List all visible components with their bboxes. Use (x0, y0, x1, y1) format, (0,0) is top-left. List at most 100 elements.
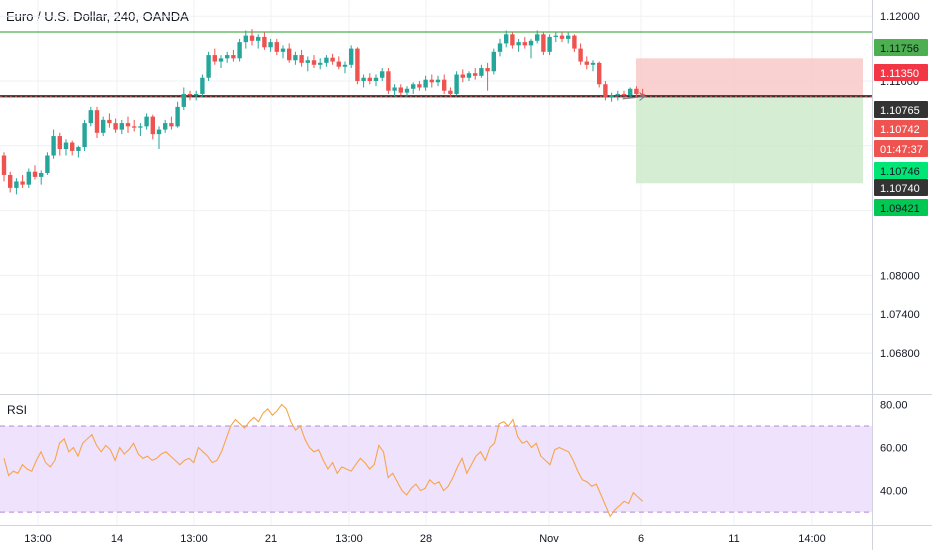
candle-body-16 (101, 119, 106, 133)
price-label-bg-7 (874, 199, 928, 216)
candle-body-89 (553, 35, 558, 37)
price-label-3: 1.10742 (880, 124, 920, 136)
candle-body-35 (218, 58, 224, 62)
candle-body-75 (466, 73, 472, 78)
candle-body-28 (175, 106, 180, 127)
candle-body-1 (8, 174, 13, 188)
candle-body-88 (547, 36, 552, 52)
candle-body-67 (417, 84, 422, 88)
price-label-bg-5 (874, 162, 928, 179)
candle-body-66 (411, 84, 416, 89)
take-profit-zone (636, 96, 863, 184)
candle-body-59 (367, 77, 372, 81)
price-tick-label-5: 1.07400 (880, 309, 920, 321)
candle-body-30 (187, 93, 193, 96)
current-bar-arrow (622, 92, 646, 101)
candle-body-102 (634, 88, 639, 94)
candle-body-41 (256, 36, 261, 41)
candle-body-53 (330, 57, 335, 62)
candle-body-17 (107, 119, 112, 124)
time-tick-label-6: Nov (539, 533, 559, 545)
stop-loss-zone (636, 58, 863, 97)
candle-body-31 (194, 93, 199, 96)
candle-body-91 (566, 35, 571, 39)
candle-body-9 (57, 136, 62, 150)
candle-body-72 (448, 90, 453, 94)
candle-body-0 (1, 155, 7, 175)
candle-body-96 (597, 62, 602, 85)
candle-body-85 (528, 40, 534, 46)
candle-body-60 (373, 77, 379, 81)
candle-body-101 (628, 88, 633, 96)
candle-body-49 (305, 60, 310, 63)
candle-body-38 (237, 42, 242, 59)
candle-body-73 (454, 74, 459, 94)
candle-body-90 (559, 35, 565, 39)
candle-body-54 (336, 61, 341, 67)
candle-body-22 (138, 126, 143, 128)
price-label-0: 1.11756 (880, 43, 919, 55)
candle-body-80 (497, 43, 503, 52)
candle-body-78 (485, 68, 490, 72)
candle-body-6 (39, 172, 44, 177)
candle-body-19 (119, 123, 124, 130)
candle-body-47 (293, 55, 298, 61)
time-tick-label-4: 13:00 (335, 533, 363, 545)
price-tick-label-0: 1.12000 (880, 11, 920, 23)
candle-body-57 (355, 48, 360, 81)
rsi-tick-label-1: 60.00 (880, 443, 908, 455)
candle-body-21 (132, 126, 137, 128)
time-tick-label-8: 11 (728, 533, 739, 545)
candle-body-50 (311, 60, 317, 65)
candle-body-36 (225, 55, 230, 59)
candle-body-52 (324, 57, 329, 63)
candle-body-24 (150, 116, 155, 135)
candle-body-93 (578, 48, 583, 62)
candle-body-94 (584, 61, 589, 65)
candle-body-56 (349, 48, 354, 65)
candle-body-87 (541, 34, 546, 52)
time-tick-label-2: 13:00 (180, 533, 208, 545)
candle-body-63 (392, 87, 397, 91)
candle-body-5 (32, 171, 38, 177)
candle-body-32 (200, 77, 205, 94)
candle-body-79 (491, 51, 496, 72)
price-label-2: 1.10765 (880, 105, 920, 117)
rsi-pane-label: RSI (7, 403, 28, 417)
price-label-bg-3 (874, 120, 928, 137)
candle-body-95 (590, 62, 596, 65)
candle-body-48 (299, 55, 304, 63)
candle-body-99 (615, 93, 620, 96)
candle-body-70 (435, 79, 441, 83)
candle-body-8 (51, 136, 56, 156)
rsi-tick-label-2: 40.00 (880, 486, 908, 498)
candle-body-98 (609, 95, 614, 98)
candle-body-18 (113, 123, 118, 130)
candle-body-77 (479, 68, 484, 76)
time-tick-label-7: 6 (638, 533, 644, 545)
price-label-4: 01:47:37 (880, 144, 923, 156)
candle-body-71 (442, 79, 447, 91)
candle-body-100 (621, 93, 627, 96)
candle-body-83 (516, 42, 521, 46)
candle-body-12 (76, 147, 81, 151)
candle-body-3 (20, 181, 25, 185)
candle-body-46 (287, 48, 292, 61)
price-label-bg-1 (874, 64, 928, 81)
candle-body-13 (82, 123, 87, 148)
candle-body-20 (125, 123, 131, 127)
price-tick-label-4: 1.08000 (880, 270, 920, 282)
candle-body-81 (504, 34, 509, 44)
candle-body-26 (163, 123, 168, 130)
price-label-1: 1.11350 (880, 68, 919, 80)
candle-body-14 (88, 110, 93, 124)
price-label-7: 1.09421 (880, 203, 920, 215)
candle-body-4 (26, 171, 31, 185)
price-label-6: 1.10740 (880, 183, 920, 195)
price-label-bg-0 (874, 39, 928, 56)
candle-body-29 (181, 93, 186, 107)
price-label-bg-2 (874, 101, 928, 118)
price-label-bg-4 (874, 140, 928, 157)
candle-body-15 (94, 110, 100, 133)
